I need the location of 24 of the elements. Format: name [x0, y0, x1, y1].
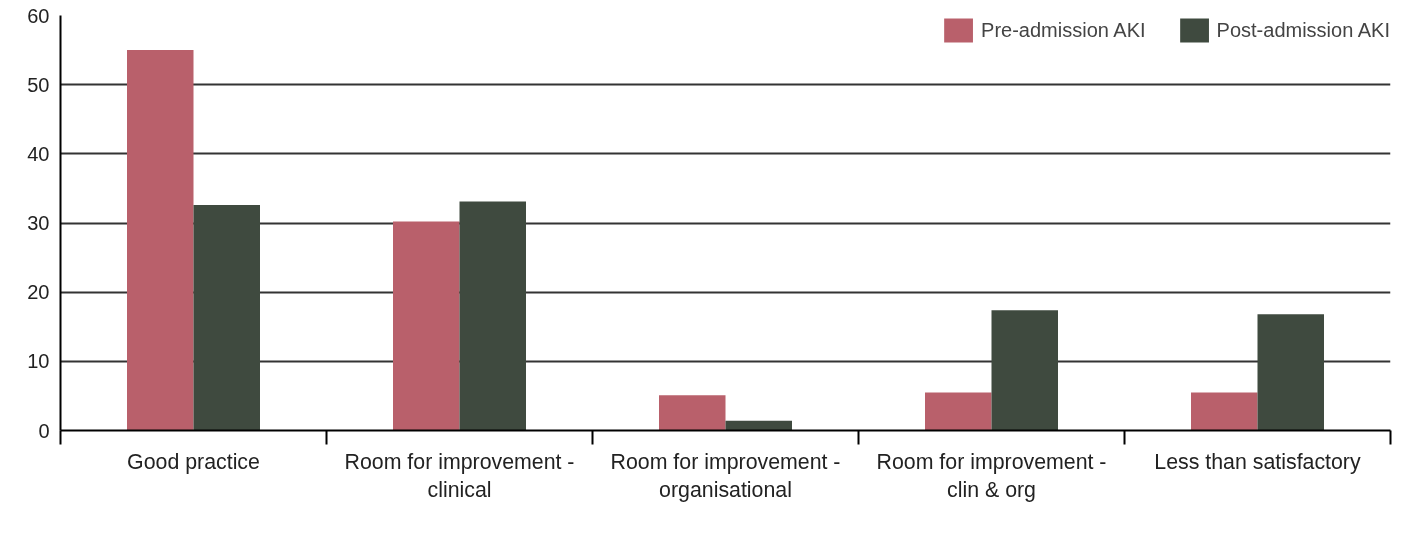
legend-label: Post-admission AKI	[1216, 18, 1390, 42]
bar	[459, 201, 526, 431]
x-tick-label: Room for improvement - organisational	[610, 449, 841, 503]
x-tick-label: Room for improvement - clin & org	[876, 449, 1107, 503]
x-tick-label: Less than satisfactory	[1154, 449, 1361, 474]
bar	[193, 205, 260, 431]
y-tick-label: 20	[27, 281, 50, 304]
bar	[393, 221, 460, 431]
y-tick-label: 10	[27, 350, 50, 373]
y-tick-label: 0	[38, 419, 50, 442]
bar	[1257, 314, 1324, 431]
bar	[725, 420, 792, 431]
y-tick-label: 50	[27, 73, 50, 96]
x-tick-label: Good practice	[127, 449, 260, 474]
x-tick-label: Room for improvement - clinical	[344, 449, 575, 503]
y-tick-label: 40	[27, 142, 50, 165]
y-tick-label: 60	[27, 4, 50, 27]
bar	[127, 50, 194, 431]
y-tick-label: 30	[27, 212, 50, 234]
bar	[659, 395, 726, 431]
bar	[991, 310, 1058, 431]
bar	[1191, 392, 1258, 431]
bar	[925, 392, 992, 431]
legend-label: Pre-admission AKI	[981, 18, 1146, 42]
